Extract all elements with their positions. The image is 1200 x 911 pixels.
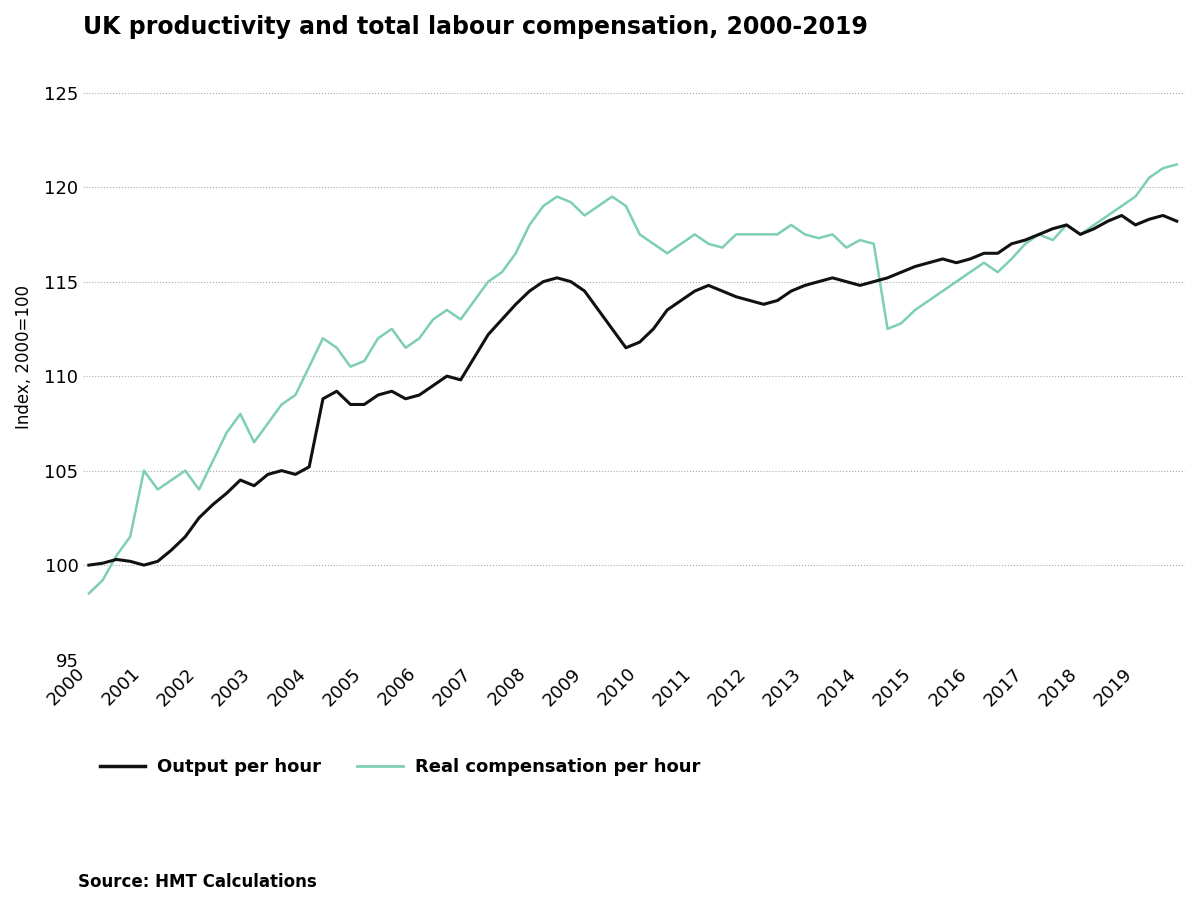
Text: UK productivity and total labour compensation, 2000-2019: UK productivity and total labour compens… <box>83 15 869 39</box>
Y-axis label: Index, 2000=100: Index, 2000=100 <box>14 285 32 429</box>
Legend: Output per hour, Real compensation per hour: Output per hour, Real compensation per h… <box>92 752 708 783</box>
Text: Source: HMT Calculations: Source: HMT Calculations <box>78 873 317 891</box>
